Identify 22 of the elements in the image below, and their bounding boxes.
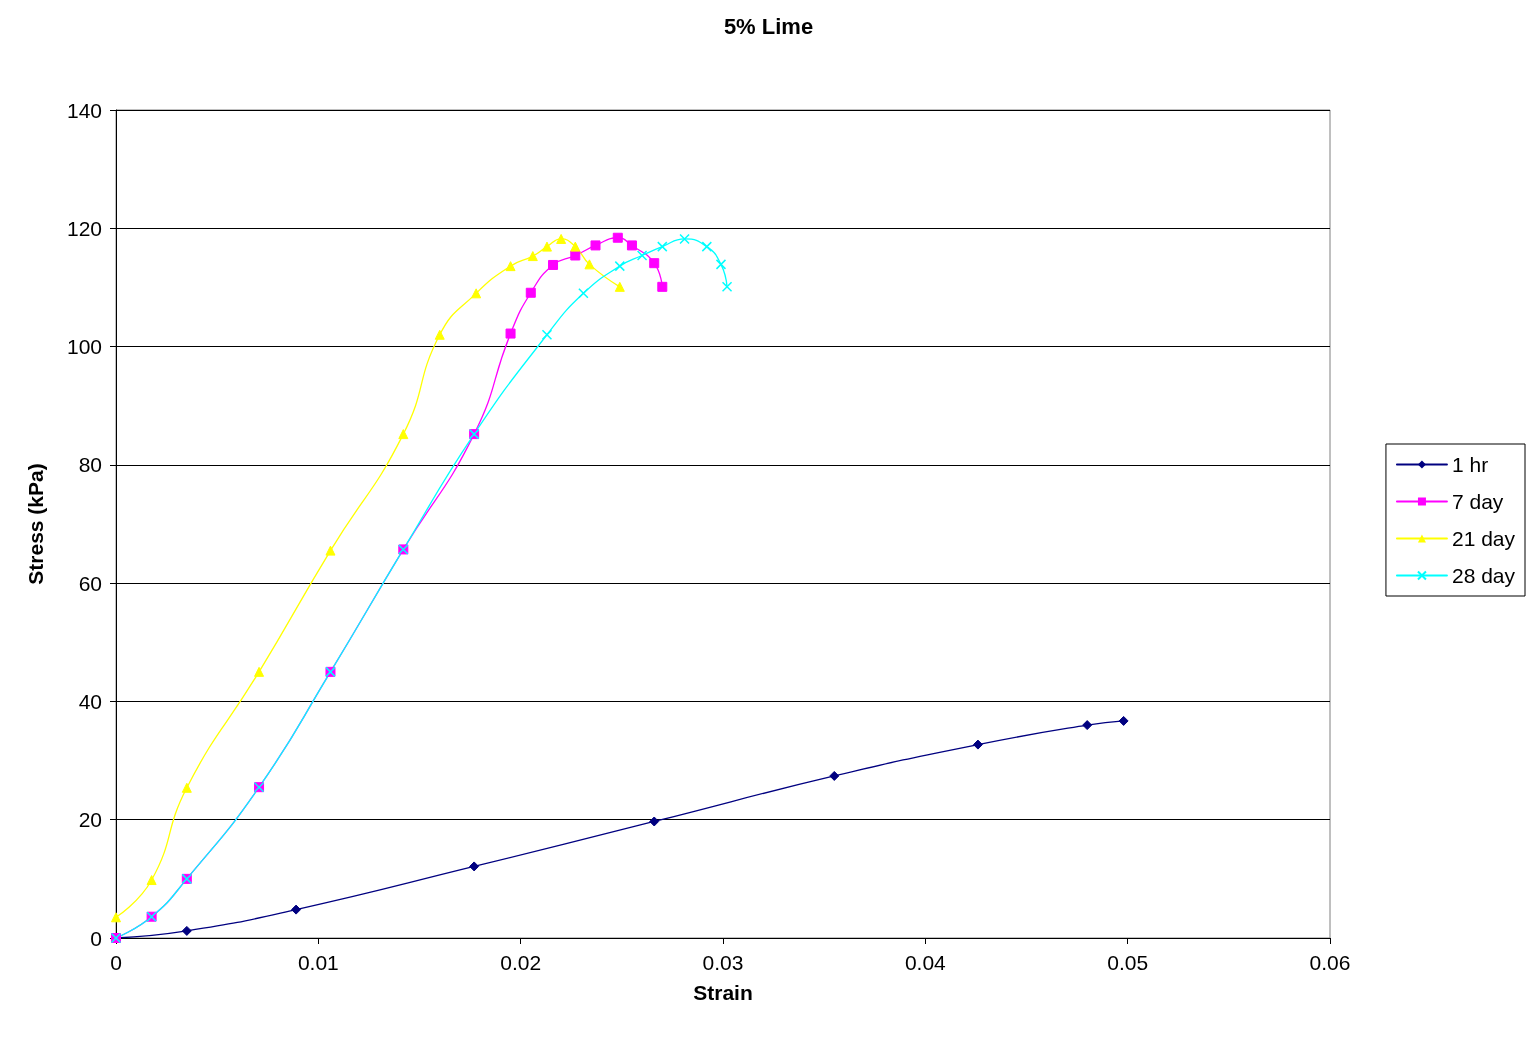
legend-label: 7 day	[1451, 490, 1504, 513]
x-tick-label: 0.03	[702, 951, 744, 974]
y-tick-label: 80	[78, 453, 102, 477]
x-tick-label: 0.01	[297, 951, 339, 974]
y-tick-label: 0	[90, 926, 102, 950]
x-axis-title: Strain	[693, 981, 753, 1004]
x-tick-label: 0.02	[500, 951, 542, 974]
legend-label: 21 day	[1451, 527, 1516, 550]
y-tick-label: 20	[78, 808, 102, 832]
y-tick-label: 40	[78, 689, 102, 713]
y-tick-label: 60	[78, 571, 102, 595]
y-tick-label: 120	[66, 216, 102, 240]
chart-title: 5% Lime	[723, 13, 814, 39]
x-tick-label: 0.05	[1107, 951, 1149, 974]
legend-label: 1 hr	[1451, 453, 1489, 476]
x-tick-label: 0.04	[904, 951, 947, 974]
y-tick-label: 100	[66, 335, 102, 359]
x-tick-label: 0.06	[1309, 951, 1351, 974]
x-tick-label: 0	[110, 951, 122, 974]
legend-label: 28 day	[1451, 564, 1516, 587]
y-tick-label: 140	[66, 98, 102, 122]
y-axis-title: Stress (kPa)	[24, 463, 47, 585]
